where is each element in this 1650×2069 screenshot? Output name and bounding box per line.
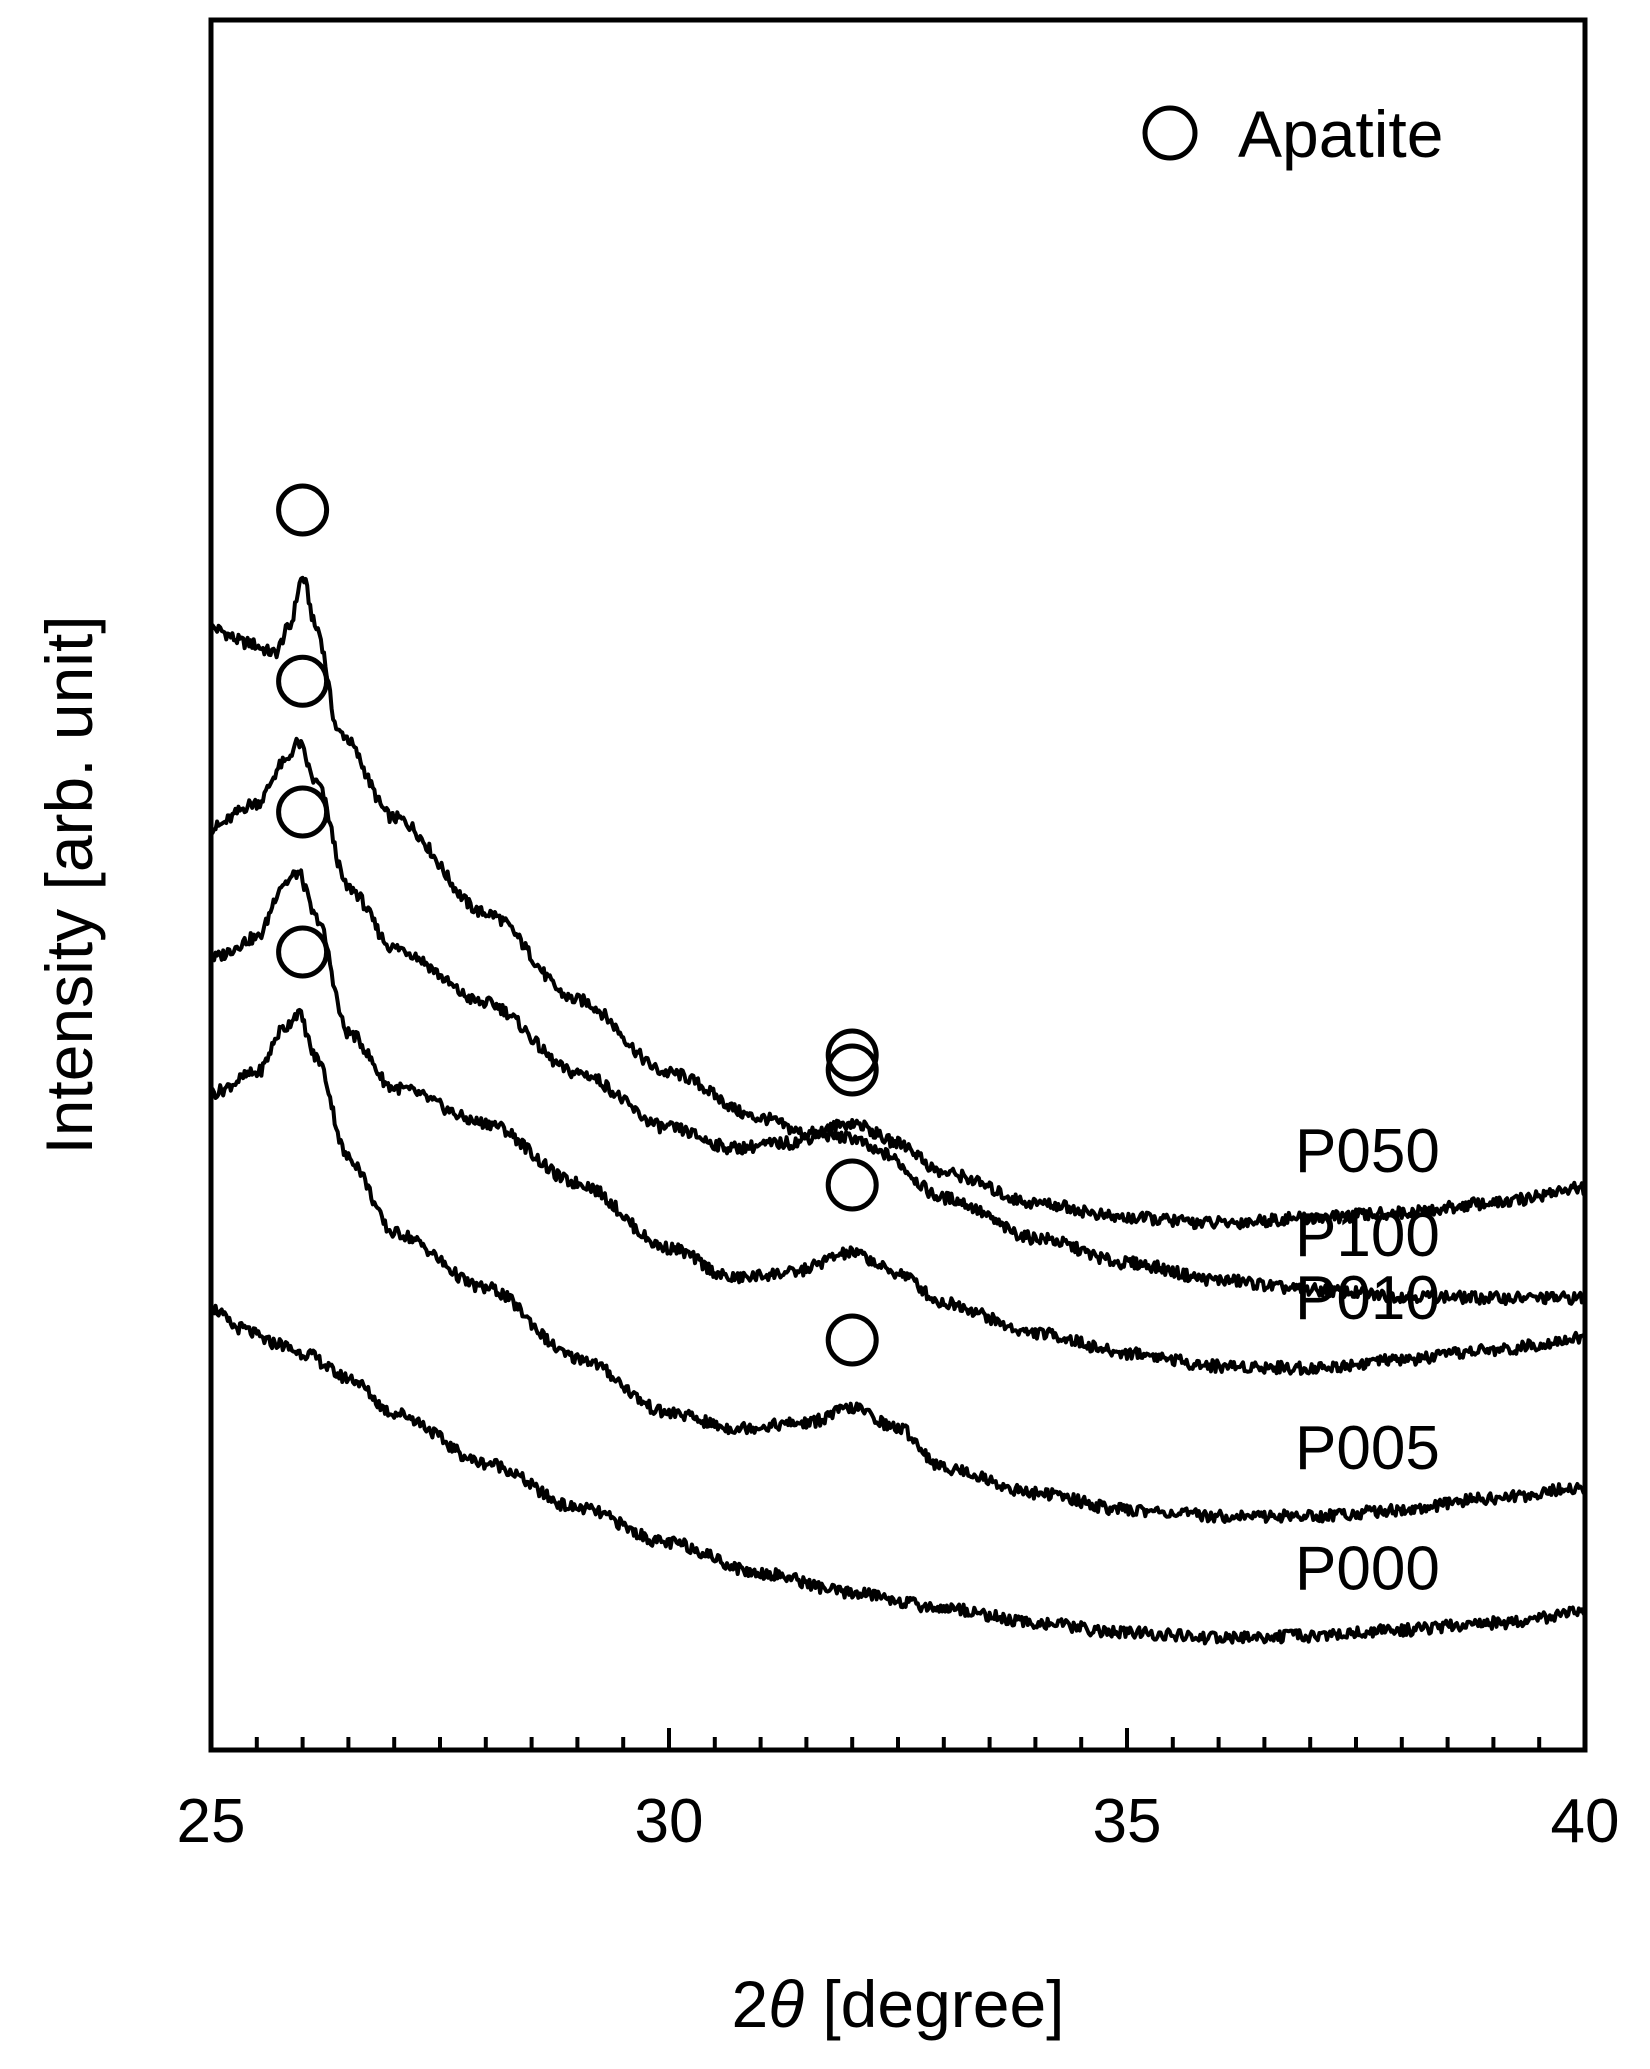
- series-label-p050: P050: [1295, 1117, 1440, 1186]
- series-line-p000: [209, 1303, 1587, 1646]
- series-line-p005: [209, 1007, 1587, 1524]
- series-line-p100: [209, 575, 1587, 1306]
- apatite-peak-marker: [276, 925, 330, 979]
- series-curves: [209, 575, 1587, 1646]
- apatite-peak-marker: [825, 1158, 879, 1212]
- legend-label: Apatite: [1238, 97, 1443, 171]
- x-axis-label: 2θ [degree]: [731, 1967, 1064, 2041]
- x-ticks: [209, 1728, 1587, 1750]
- x-tick-labels: 25 30 35 40: [177, 1787, 1620, 1856]
- series-labels: P100 P050 P010 P005 P000: [1295, 1117, 1440, 1603]
- plot-frame: [208, 17, 1588, 1753]
- series-label-p000: P000: [1295, 1534, 1440, 1603]
- apatite-peak-marker: [276, 483, 330, 537]
- apatite-peak-marker: [276, 654, 330, 708]
- x-tick-label: 30: [635, 1787, 704, 1856]
- apatite-markers: [276, 483, 879, 1367]
- series-line-p010: [209, 868, 1587, 1376]
- series-line-p050: [210, 736, 1587, 1231]
- x-tick-label: 35: [1093, 1787, 1162, 1856]
- x-tick-label: 25: [177, 1787, 246, 1856]
- apatite-peak-marker: [825, 1313, 879, 1367]
- series-label-p010: P010: [1295, 1264, 1440, 1333]
- x-tick-label: 40: [1551, 1787, 1620, 1856]
- apatite-peak-marker: [825, 1043, 879, 1097]
- apatite-peak-marker: [825, 1028, 879, 1082]
- apatite-peak-marker: [276, 785, 330, 839]
- series-label-p100: P100: [1295, 1201, 1440, 1270]
- legend-circle-marker: [1142, 105, 1198, 161]
- series-label-p005: P005: [1295, 1414, 1440, 1483]
- legend: Apatite: [1142, 97, 1443, 171]
- y-axis-label: Intensity [arb. unit]: [32, 615, 106, 1154]
